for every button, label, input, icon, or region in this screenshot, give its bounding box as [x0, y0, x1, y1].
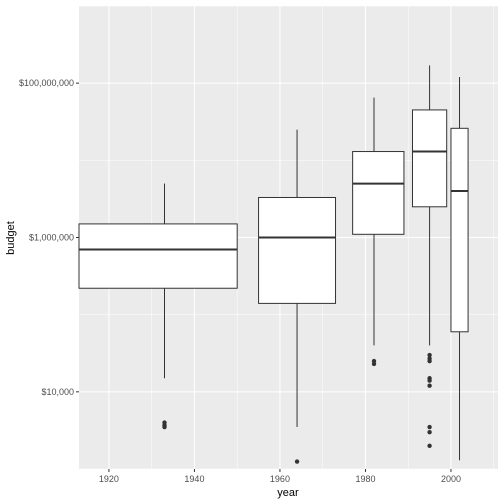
y-tick-label: $10,000 — [41, 387, 74, 397]
outlier-point — [427, 358, 432, 364]
y-axis-title: budget — [5, 221, 17, 255]
box-iqr — [78, 223, 238, 289]
box-1964 — [258, 129, 337, 464]
outlier-point — [371, 361, 377, 367]
x-tick-label: 1960 — [270, 474, 290, 484]
box-iqr — [411, 109, 448, 208]
box-iqr — [258, 196, 337, 304]
box-1995 — [411, 65, 448, 448]
box-iqr — [450, 127, 469, 333]
x-axis: 1920 1940 1960 1980 2000 — [99, 469, 461, 484]
outlier-point — [294, 459, 300, 464]
outlier-point — [427, 443, 432, 448]
box-iqr — [352, 151, 405, 235]
outlier-point — [427, 352, 432, 358]
x-tick-label: 1940 — [184, 474, 204, 484]
y-tick-label: $1,000,000 — [29, 233, 74, 243]
x-tick-label: 1920 — [99, 474, 119, 484]
outlier-point — [427, 429, 432, 435]
box-2002 — [450, 77, 469, 461]
x-axis-title: year — [277, 487, 299, 499]
outlier-point — [427, 424, 432, 430]
box-1982 — [352, 97, 405, 367]
x-tick-label: 2000 — [441, 474, 461, 484]
box-series — [78, 65, 469, 464]
outlier-point — [427, 383, 432, 388]
box-1933 — [78, 183, 238, 430]
outlier-point — [427, 378, 432, 383]
x-tick-label: 1980 — [355, 474, 375, 484]
y-axis: $10,000 $1,000,000 $100,000,000 — [19, 78, 79, 397]
y-tick-label: $100,000,000 — [19, 78, 74, 88]
outlier-point — [162, 424, 167, 430]
